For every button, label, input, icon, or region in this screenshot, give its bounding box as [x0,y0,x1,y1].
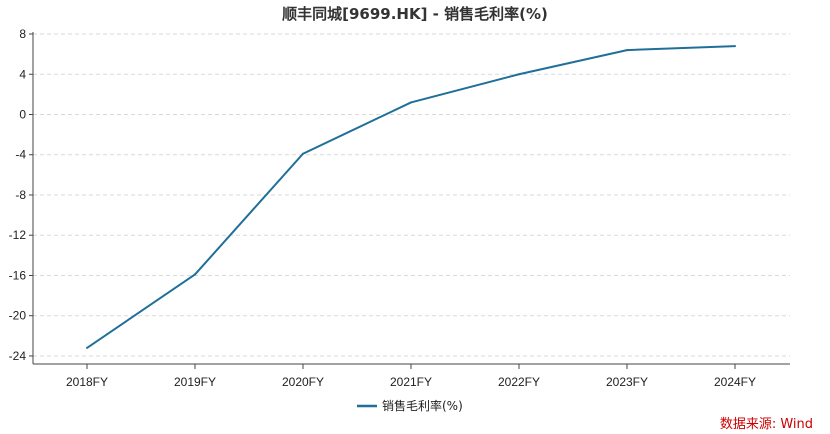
data-point [734,45,736,48]
y-tick-label: 8 [19,27,26,41]
y-tick-label: -12 [9,228,27,242]
y-tick-label: -24 [9,349,27,363]
x-tick-label: 2018FY [66,375,108,389]
chart-title: 顺丰同城[9699.HK] - 销售毛利率(%) [282,5,548,23]
data-point [86,346,88,349]
axes [32,32,790,365]
data-point [410,101,412,104]
x-tick-label: 2024FY [714,375,756,389]
x-tick-label: 2023FY [606,375,648,389]
legend-label: 销售毛利率(%) [382,398,463,413]
y-tick-label: -8 [15,188,26,202]
y-tick-label: -4 [15,148,26,162]
series-layer [86,45,736,349]
y-axis-ticks: 8 4 0 -4 -8 -12 -16 -20 -24 [9,27,33,363]
source-note: 数据来源: Wind [720,417,813,432]
y-tick-label: 0 [19,107,26,121]
x-tick-label: 2020FY [282,375,324,389]
grid-lines [33,33,790,357]
y-tick-label: -20 [9,309,27,323]
data-point [302,152,304,155]
data-point [518,73,520,76]
legend: 销售毛利率(%) [357,398,463,413]
y-tick-label: 4 [19,67,26,81]
data-point [194,273,196,276]
y-tick-label: -16 [9,268,27,282]
x-axis-ticks: 2018FY 2019FY 2020FY 2021FY 2022FY 2023FY 2024… [66,364,756,389]
x-tick-label: 2021FY [390,375,432,389]
x-tick-label: 2019FY [174,375,216,389]
x-tick-label: 2022FY [498,375,540,389]
data-point [626,49,628,52]
series-line [86,45,736,349]
